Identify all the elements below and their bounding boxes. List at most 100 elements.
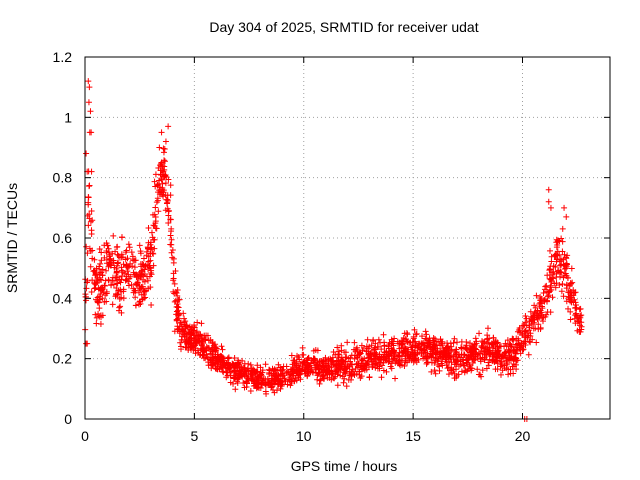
data-point xyxy=(348,373,355,380)
data-point xyxy=(97,290,104,297)
data-point xyxy=(446,351,453,358)
data-point xyxy=(99,272,106,279)
data-point xyxy=(165,212,172,219)
data-point xyxy=(532,309,539,316)
data-point xyxy=(94,298,101,305)
data-point xyxy=(97,276,104,283)
data-point xyxy=(87,108,94,115)
data-point xyxy=(546,288,553,295)
data-point xyxy=(204,344,211,351)
data-point xyxy=(501,350,508,357)
data-point xyxy=(461,352,468,359)
data-point xyxy=(458,368,465,375)
data-point xyxy=(125,271,132,278)
data-point xyxy=(207,347,214,354)
data-point xyxy=(109,274,116,281)
data-point xyxy=(553,244,560,251)
data-point xyxy=(381,343,388,350)
data-point xyxy=(138,271,145,278)
data-point xyxy=(450,356,457,363)
data-point xyxy=(559,225,566,232)
data-point xyxy=(502,354,509,361)
data-point xyxy=(165,220,172,227)
data-point xyxy=(116,276,123,283)
data-point xyxy=(499,367,506,374)
data-point xyxy=(341,375,348,382)
data-point xyxy=(295,374,302,381)
data-point xyxy=(170,277,177,284)
data-point xyxy=(159,180,166,187)
data-point xyxy=(157,184,164,191)
data-point xyxy=(525,332,532,339)
data-point xyxy=(158,159,165,166)
data-point xyxy=(521,333,528,340)
data-point xyxy=(394,353,401,360)
data-point xyxy=(208,346,215,353)
data-point xyxy=(391,348,398,355)
data-point xyxy=(86,182,93,189)
data-point xyxy=(108,281,115,288)
data-point xyxy=(90,268,97,275)
data-point xyxy=(103,240,110,247)
data-point xyxy=(522,328,529,335)
data-point xyxy=(118,254,125,261)
data-point xyxy=(525,351,532,358)
data-point xyxy=(103,256,110,263)
data-point xyxy=(478,344,485,351)
data-point xyxy=(572,310,579,317)
data-point xyxy=(272,372,279,379)
data-point xyxy=(168,225,175,232)
data-point xyxy=(98,257,105,264)
data-point xyxy=(389,356,396,363)
data-point xyxy=(169,246,176,253)
data-point xyxy=(392,375,399,382)
data-point xyxy=(432,370,439,377)
data-point xyxy=(318,369,325,376)
data-point xyxy=(297,371,304,378)
data-point xyxy=(453,366,460,373)
data-point xyxy=(250,371,257,378)
data-point xyxy=(557,262,564,269)
data-point xyxy=(120,261,127,268)
data-point xyxy=(167,216,174,223)
data-point xyxy=(262,379,269,386)
data-point xyxy=(567,298,574,305)
data-point xyxy=(558,257,565,264)
data-point xyxy=(245,376,252,383)
data-point xyxy=(560,293,567,300)
y-axis-label: SRMTID / TECUs xyxy=(4,183,20,293)
data-point xyxy=(151,178,158,185)
data-point xyxy=(93,314,100,321)
data-point xyxy=(358,363,365,370)
data-point xyxy=(550,263,557,270)
data-point xyxy=(110,232,117,239)
data-point xyxy=(323,366,330,373)
data-point xyxy=(549,294,556,301)
data-point xyxy=(96,245,103,252)
data-point xyxy=(114,290,121,297)
data-point xyxy=(340,379,347,386)
data-point xyxy=(253,384,260,391)
data-point xyxy=(527,339,534,346)
data-point xyxy=(429,345,436,352)
y-tick-label: 0.6 xyxy=(53,230,73,246)
data-point xyxy=(534,312,541,319)
y-tick-label: 0 xyxy=(64,411,72,427)
data-point xyxy=(164,199,171,206)
data-point xyxy=(328,376,335,383)
data-point xyxy=(375,343,382,350)
data-point xyxy=(232,386,239,393)
data-point xyxy=(174,303,181,310)
data-point xyxy=(178,343,185,350)
data-point xyxy=(356,350,363,357)
data-point xyxy=(193,328,200,335)
data-point xyxy=(422,328,429,335)
data-point xyxy=(244,380,250,387)
data-point xyxy=(437,336,444,343)
data-point xyxy=(266,377,273,384)
data-point xyxy=(563,213,570,220)
data-point xyxy=(561,251,568,258)
data-point xyxy=(85,193,92,200)
data-point xyxy=(408,350,415,357)
data-point xyxy=(560,274,567,281)
